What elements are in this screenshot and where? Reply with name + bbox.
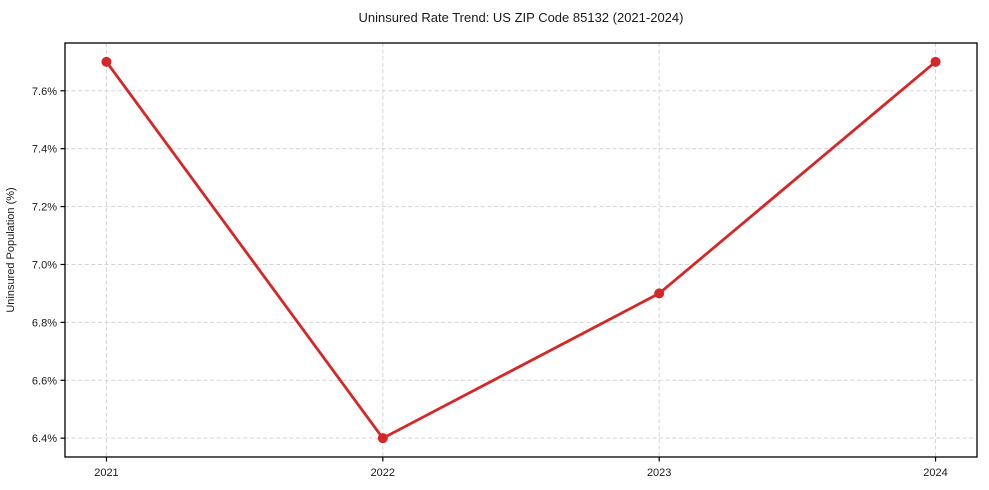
data-point-marker [101,56,112,67]
x-tick-label: 2023 [647,467,671,479]
data-point-marker [377,433,388,444]
x-tick-label: 2021 [94,467,118,479]
y-tick-label: 6.8% [32,317,57,329]
x-tick-label: 2022 [371,467,395,479]
y-tick-label: 6.6% [32,375,57,387]
y-tick-label: 6.4% [32,433,57,445]
x-tick-label: 2024 [923,467,947,479]
y-tick-label: 7.6% [32,86,57,98]
y-tick-label: 7.4% [32,144,57,156]
chart-layers: 2021 2022 2023 2024 6.4% 6.6% 6.8% 7.0% 7.2% 7.4%… [32,42,978,479]
chart-title: Uninsured Rate Trend: US ZIP Code 85132 … [359,10,684,25]
data-point-marker [930,56,941,67]
y-tick-label: 7.0% [32,259,57,271]
trend-line [105,60,937,440]
y-tick-label: 7.2% [32,202,57,214]
y-axis-label: Uninsured Population (%) [5,187,17,312]
data-point-marker [654,288,665,299]
axes-frame [64,42,978,458]
